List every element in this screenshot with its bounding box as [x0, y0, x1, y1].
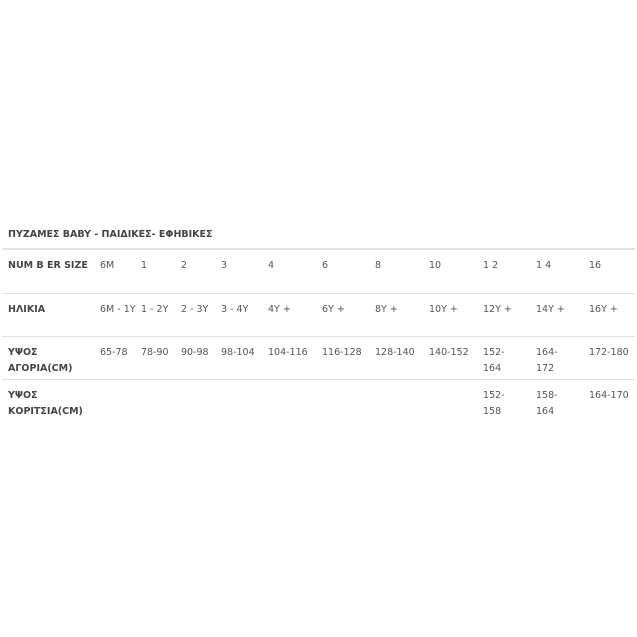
table-cell: 1 4 [536, 260, 552, 271]
table-cell: 8Y + [375, 304, 398, 315]
table-cell: 6 [322, 260, 329, 271]
table-cell: 65-78 [100, 347, 128, 358]
table-cell: 1 [141, 260, 148, 271]
table-cell: 14Y + [536, 304, 565, 315]
table-cell: 152-158 [483, 390, 505, 417]
row-label: ΗΛΙΚΙΑ [8, 304, 46, 315]
table-cell: 104-116 [268, 347, 308, 358]
table-cell: 4Y + [268, 304, 291, 315]
table-cell: 2 [181, 260, 188, 271]
table-cell: 140-152 [429, 347, 469, 358]
table-cell: 6M [100, 260, 115, 271]
table-cell: 12Y + [483, 304, 512, 315]
table-cell: 6Y + [322, 304, 345, 315]
table-cell: 2 - 3Y [181, 304, 209, 315]
table-row: ΥΨΟΣ ΚΟΡΙΤΣΙΑ(CM) 152-158 158-164 164-170 [2, 379, 635, 424]
row-label: NUM B ER SIZE [8, 260, 88, 271]
table-cell: 78-90 [141, 347, 169, 358]
table-title: ΠΥΖΑΜΕΣ BABY - ΠΑΙΔΙΚΕΣ- ΕΦΗΒΙΚΕΣ [8, 229, 213, 240]
table-cell: 6M - 1Y [100, 304, 136, 315]
row-label: ΥΨΟΣ ΚΟΡΙΤΣΙΑ(CM) [8, 390, 83, 417]
table-cell: 172-180 [589, 347, 629, 358]
table-row: ΥΨΟΣ ΑΓΟΡΙΑ(CM) 65-78 78-90 90-98 98-104 104-… [2, 336, 635, 379]
table-cell: 3 - 4Y [221, 304, 249, 315]
table-cell: 164-170 [589, 390, 629, 401]
table-row: ΗΛΙΚΙΑ 6M - 1Y 1 - 2Y 2 - 3Y 3 - 4Y 4Y + 6Y + 8… [2, 293, 635, 336]
table-cell: 16Y + [589, 304, 618, 315]
table-cell: 128-140 [375, 347, 415, 358]
table-cell: 90-98 [181, 347, 209, 358]
table-cell: 8 [375, 260, 382, 271]
row-label: ΥΨΟΣ ΑΓΟΡΙΑ(CM) [8, 347, 73, 374]
table-cell: 3 [221, 260, 228, 271]
table-cell: 4 [268, 260, 275, 271]
table-cell: 98-104 [221, 347, 255, 358]
table-cell: 16 [589, 260, 602, 271]
table-cell: 10Y + [429, 304, 458, 315]
table-cell: 116-128 [322, 347, 362, 358]
table-cell: 1 - 2Y [141, 304, 169, 315]
table-cell: 10 [429, 260, 442, 271]
table-cell: 164-172 [536, 347, 558, 374]
table-cell: 158-164 [536, 390, 558, 417]
table-cell: 152-164 [483, 347, 505, 374]
table-cell: 1 2 [483, 260, 499, 271]
